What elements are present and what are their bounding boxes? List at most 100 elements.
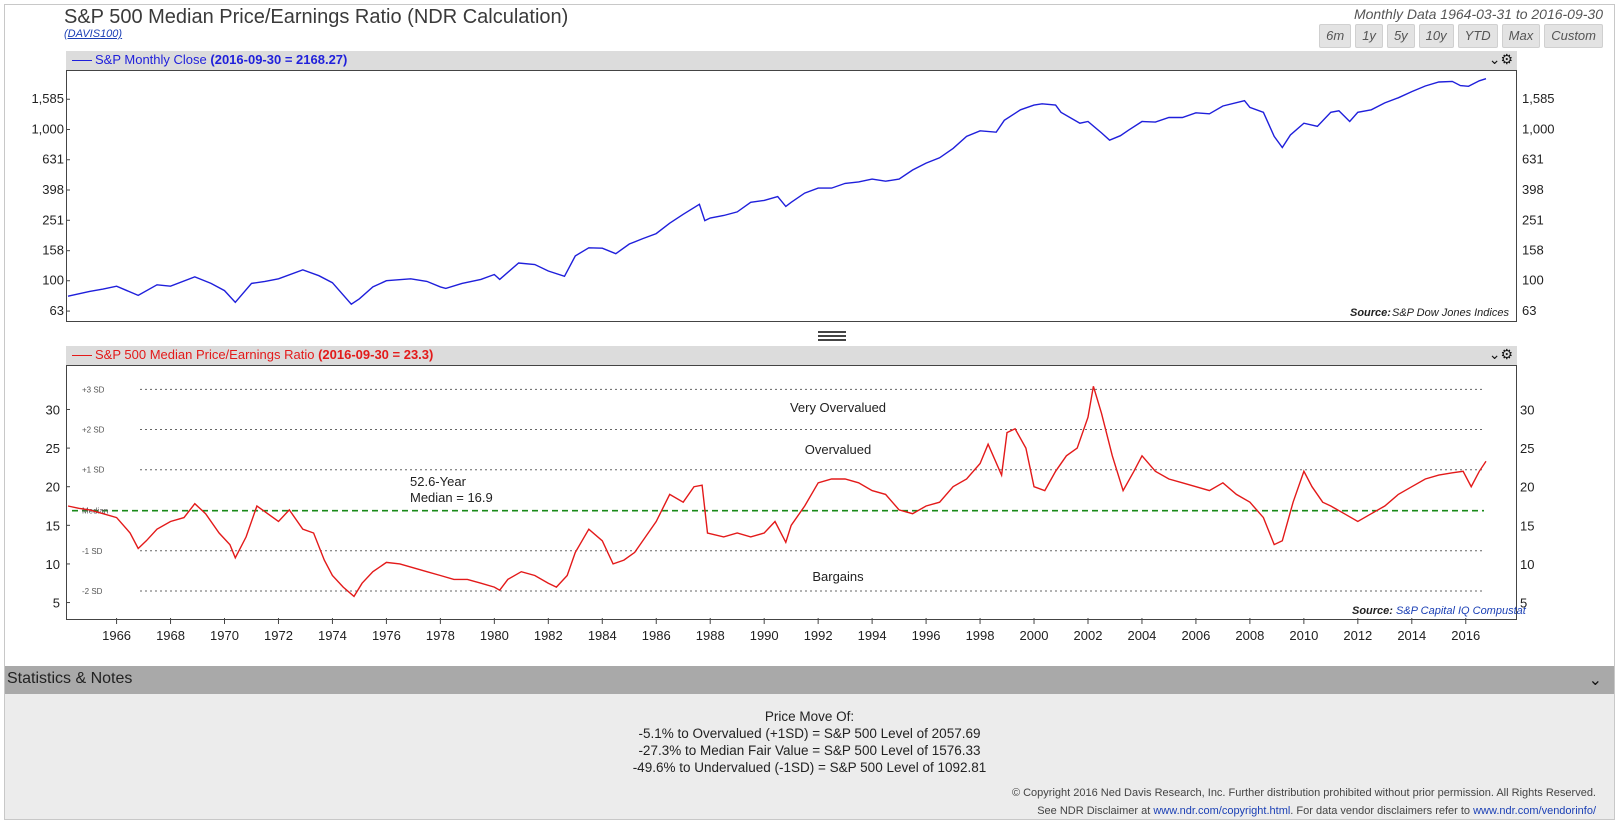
top-y-tick-label-left: 1,585 [31,91,64,106]
range-button-1y[interactable]: 1y [1355,24,1383,48]
range-button-6m[interactable]: 6m [1319,24,1352,48]
x-tick-label: 2006 [1181,628,1210,643]
bottom-y-tick-label-right: 5 [1520,596,1527,611]
x-tick-label: 1994 [858,628,887,643]
bottom-y-tick-label-left: 10 [46,557,60,572]
top-y-tick-label-right: 631 [1522,152,1544,167]
bottom-y-tick-label-right: 30 [1520,402,1534,417]
top-chart-svg: Source: S&P Dow Jones Indices 63 63 100 100… [31,78,1555,319]
x-tick-label: 2004 [1127,628,1156,643]
annotation-very-overvalued: Very Overvalued [790,400,886,415]
top-source-value: S&P Dow Jones Indices [1392,307,1509,319]
top-y-tick-label-left: 631 [42,152,64,167]
top-y-tick-label-left: 158 [42,243,64,258]
bottom-y-tick-label-left: 5 [53,596,60,611]
x-tick-label: 1988 [696,628,725,643]
disclaimer-prefix: See NDR Disclaimer at [1037,805,1151,817]
panel-resize-handle[interactable] [818,329,846,343]
annotation-median-line1: 52.6-Year [410,474,467,489]
gear-icon[interactable]: ⚙ [1500,346,1513,362]
top-y-tick-label-left: 100 [42,273,64,288]
note-median: -27.3% to Median Fair Value = S&P 500 Le… [638,743,981,758]
sd-label: +3 SD [82,385,105,394]
vendorinfo-link[interactable]: www.ndr.com/vendorinfo/ [1473,805,1596,817]
x-tick-label: 1996 [912,628,941,643]
top-y-tick-label-right: 251 [1522,212,1544,227]
range-button-custom[interactable]: Custom [1544,24,1603,48]
top-y-tick-label-left: 398 [42,182,64,197]
top-y-tick-label-left: 251 [42,212,64,227]
top-panel-controls[interactable]: ⌄⚙ [1489,51,1513,68]
x-tick-label: 1966 [102,628,131,643]
copyright-link[interactable]: www.ndr.com/copyright.html [1153,805,1291,817]
chevron-down-icon[interactable]: ⌄ [1488,346,1501,362]
chart-frame [4,4,1615,820]
bottom-legend-name: S&P 500 Median Price/Earnings Ratio [95,347,315,362]
series-code-link[interactable]: (DAVIS100) [64,28,123,40]
price-move-notes: Price Move Of: -5.1% to Overvalued (+1SD… [5,708,1614,776]
chevron-down-icon[interactable]: ⌄ [1488,51,1501,67]
bottom-y-tick-label-left: 20 [46,480,60,495]
x-tick-label: 1974 [318,628,347,643]
bottom-y-tick-label-left: 25 [46,441,60,456]
x-tick-label: 1986 [642,628,671,643]
stats-header-bar[interactable]: Statistics & Notes ⌄ [5,666,1614,694]
copyright-block: © Copyright 2016 Ned Davis Research, Inc… [1012,784,1596,820]
gear-icon[interactable]: ⚙ [1500,51,1513,67]
x-tick-label: 1968 [156,628,185,643]
range-buttons: 6m 1y 5y 10y YTD Max Custom [1319,24,1603,48]
top-y-tick-label-right: 1,000 [1522,122,1555,137]
bottom-y-tick-label-left: 30 [46,402,60,417]
top-legend-name: S&P Monthly Close [95,52,207,67]
stats-body: Price Move Of: -5.1% to Overvalued (+1SD… [5,694,1614,819]
sd-label: +1 SD [82,466,105,475]
chart-title: S&P 500 Median Price/Earnings Ratio (NDR… [64,6,569,28]
sp500-close-line [67,78,1487,306]
stats-header: Statistics & Notes [7,670,133,687]
bottom-panel-controls[interactable]: ⌄⚙ [1489,346,1513,363]
date-range-label: Monthly Data 1964-03-31 to 2016-09-30 [1353,6,1603,22]
x-tick-label: 1992 [804,628,833,643]
bottom-source-label: Source: [1352,605,1393,617]
top-y-tick-label-left: 63 [50,303,64,318]
x-tick-label: 2016 [1451,628,1480,643]
top-legend-swatch [72,60,92,62]
annotation-overvalued: Overvalued [805,442,871,457]
top-y-tick-label-right: 158 [1522,243,1544,258]
x-tick-label: 2002 [1074,628,1103,643]
x-tick-label: 1970 [210,628,239,643]
bottom-y-tick-label-right: 25 [1520,441,1534,456]
bottom-panel-header: S&P 500 Median Price/Earnings Ratio (201… [66,346,1517,365]
x-tick-label: 1982 [534,628,563,643]
top-y-tick-label-right: 398 [1522,182,1544,197]
x-tick-label: 1990 [750,628,779,643]
chevron-down-icon[interactable]: ⌄ [1588,672,1602,689]
top-panel-header: S&P Monthly Close (2016-09-30 = 2168.27)… [66,51,1517,70]
x-tick-label: 2012 [1343,628,1372,643]
top-legend: S&P Monthly Close (2016-09-30 = 2168.27) [72,52,347,67]
range-button-max[interactable]: Max [1501,24,1541,48]
range-button-5y[interactable]: 5y [1386,24,1415,48]
copyright-text: © Copyright 2016 Ned Davis Research, Inc… [1011,787,1596,799]
disclaimer-mid: . For data vendor disclaimers refer to [1290,805,1471,817]
bottom-y-tick-label-right: 10 [1520,557,1534,572]
x-tick-label: 2014 [1397,628,1426,643]
top-y-tick-label-right: 100 [1522,273,1544,288]
bottom-legend-swatch [72,355,92,357]
sd-label: -2 SD [82,587,103,596]
top-y-tick-label-right: 1,585 [1522,91,1555,106]
top-plot-frame [66,70,1517,322]
bottom-plot-frame [66,365,1517,620]
bottom-legend-value: (2016-09-30 = 23.3) [318,347,434,362]
bottom-y-tick-label-right: 15 [1520,518,1534,533]
x-tick-label: 1978 [426,628,455,643]
x-tick-label: 1976 [372,628,401,643]
annotation-bargains: Bargains [812,569,864,584]
range-button-10y[interactable]: 10y [1418,24,1454,48]
bottom-y-tick-label-right: 20 [1520,480,1534,495]
top-source-label: Source: [1350,307,1391,319]
top-legend-value: (2016-09-30 = 2168.27) [210,52,348,67]
top-y-tick-label-left: 1,000 [31,122,64,137]
range-button-ytd[interactable]: YTD [1457,24,1498,48]
sd-label: -1 SD [82,547,103,556]
